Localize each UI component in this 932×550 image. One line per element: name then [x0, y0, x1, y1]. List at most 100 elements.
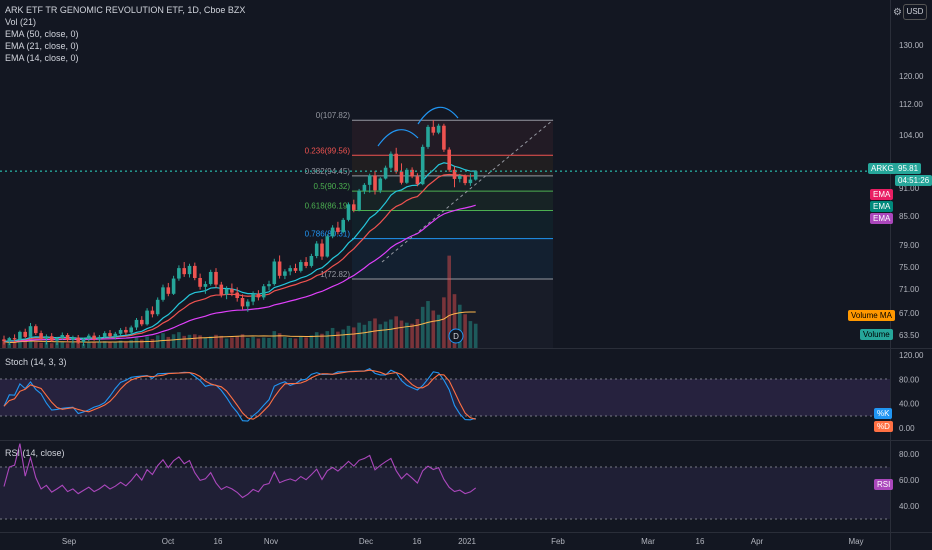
volume-bar — [431, 310, 436, 348]
candle-body — [267, 284, 271, 287]
volume-bar — [288, 337, 292, 348]
candle-body — [431, 126, 436, 133]
time-tick: Nov — [264, 537, 278, 546]
volume-bar — [394, 316, 398, 348]
stoch-title[interactable]: Stoch (14, 3, 3) — [5, 357, 67, 367]
volume-bar — [383, 321, 388, 348]
volume-bar — [145, 336, 149, 348]
time-tick: 2021 — [458, 537, 476, 546]
volume-bar — [214, 334, 218, 348]
volume-bar — [182, 335, 186, 348]
candle-body — [18, 331, 22, 340]
rsi-line — [3, 443, 477, 499]
candle-body — [320, 243, 324, 257]
candle-body — [124, 329, 128, 333]
dividend-marker-label: D — [453, 332, 459, 341]
fib-level-label: 0.786(80.31) — [305, 230, 351, 239]
volume-bar — [49, 343, 54, 348]
candle-body — [420, 146, 425, 185]
candle-body — [134, 319, 139, 328]
legend-ema-21[interactable]: EMA (21, close, 0) — [5, 41, 79, 51]
candle-body — [447, 149, 451, 170]
candle-body — [28, 326, 33, 337]
candle-body — [346, 204, 351, 220]
price-tick: 112.00 — [899, 100, 923, 109]
candle-body — [161, 287, 165, 300]
rsi-pane[interactable] — [0, 443, 890, 520]
volume-bar — [399, 320, 404, 348]
volume-bar — [97, 342, 102, 348]
candle-body — [76, 337, 80, 342]
volume-bar — [28, 338, 33, 348]
rsi-title[interactable]: RSI (14, close) — [5, 448, 65, 458]
candle-body — [410, 169, 414, 177]
rsi-legend[interactable]: RSI (14, close) — [5, 447, 65, 459]
fib-level-label: 0.5(90.32) — [314, 182, 351, 191]
stoch-pane[interactable] — [0, 368, 890, 422]
volume-bar — [187, 334, 192, 348]
last-price-tag: 95.81 — [895, 163, 922, 174]
candle-body — [352, 204, 356, 210]
candle-body — [55, 338, 59, 341]
candle-body — [473, 171, 478, 180]
volume-bar — [415, 318, 420, 348]
volume-bar — [18, 339, 22, 348]
volume-bar — [378, 324, 383, 348]
volume-bar — [473, 323, 478, 348]
candle-body — [171, 278, 176, 294]
candle-body — [426, 126, 430, 147]
volume-bar — [277, 333, 282, 348]
candle-body — [60, 335, 65, 339]
volume-bar — [60, 341, 65, 348]
volume-bar — [272, 331, 277, 348]
legend-volume[interactable]: Vol (21) — [5, 17, 37, 27]
candle-body — [336, 227, 340, 232]
legend-ema-50[interactable]: EMA (50, close, 0) — [5, 29, 79, 39]
candle-body — [166, 287, 171, 294]
dividend-marker — [448, 328, 464, 344]
candle-body — [458, 175, 462, 179]
price-axis[interactable]: 130.00120.00112.00104.0097.0091.0085.007… — [893, 7, 924, 511]
volume-bar — [420, 306, 425, 348]
fib-trend-line — [381, 119, 554, 263]
time-tick: Mar — [641, 537, 655, 546]
volume-bar — [261, 337, 266, 348]
candle-body — [415, 176, 420, 185]
candle-body — [65, 335, 70, 341]
volume-bar — [320, 333, 324, 348]
time-axis[interactable]: Sep Oct 16 Nov Dec 16 2021 Feb Mar 16 Apr May — [62, 537, 864, 546]
volume-bar — [293, 338, 298, 348]
chart-title[interactable]: ARK ETF TR GENOMIC REVOLUTION ETF, 1D, C… — [5, 5, 246, 15]
volume-bar — [256, 338, 261, 348]
legend-ema-14[interactable]: EMA (14, close, 0) — [5, 53, 79, 63]
stoch-d-line — [3, 369, 476, 420]
candle-body — [261, 286, 266, 298]
volume-bar — [224, 338, 229, 348]
drawing-arc — [417, 106, 459, 125]
ema14-tag: EMA — [870, 213, 894, 224]
candle-body — [203, 284, 208, 287]
price-tick: 130.00 — [899, 41, 924, 50]
currency-button[interactable]: USD — [903, 4, 927, 20]
candle-body — [299, 262, 303, 271]
candle-body — [293, 268, 298, 271]
candle-body — [208, 271, 213, 285]
volume-bar — [405, 322, 409, 348]
candle-body — [140, 319, 144, 325]
volume-bar — [23, 341, 27, 348]
time-tick: 16 — [413, 537, 422, 546]
volume-bar — [140, 339, 144, 348]
volume-bar — [452, 294, 457, 348]
candle-body — [87, 335, 91, 339]
candle-body — [145, 310, 149, 325]
candle-body — [389, 153, 393, 168]
volume-bar — [129, 340, 133, 348]
volume-bar — [267, 337, 271, 348]
volume-ma-line — [3, 311, 476, 343]
stoch-legend[interactable]: Stoch (14, 3, 3) — [5, 356, 67, 368]
volume-bar — [309, 335, 314, 348]
candle-body — [34, 326, 38, 334]
fib-zone — [352, 191, 553, 211]
